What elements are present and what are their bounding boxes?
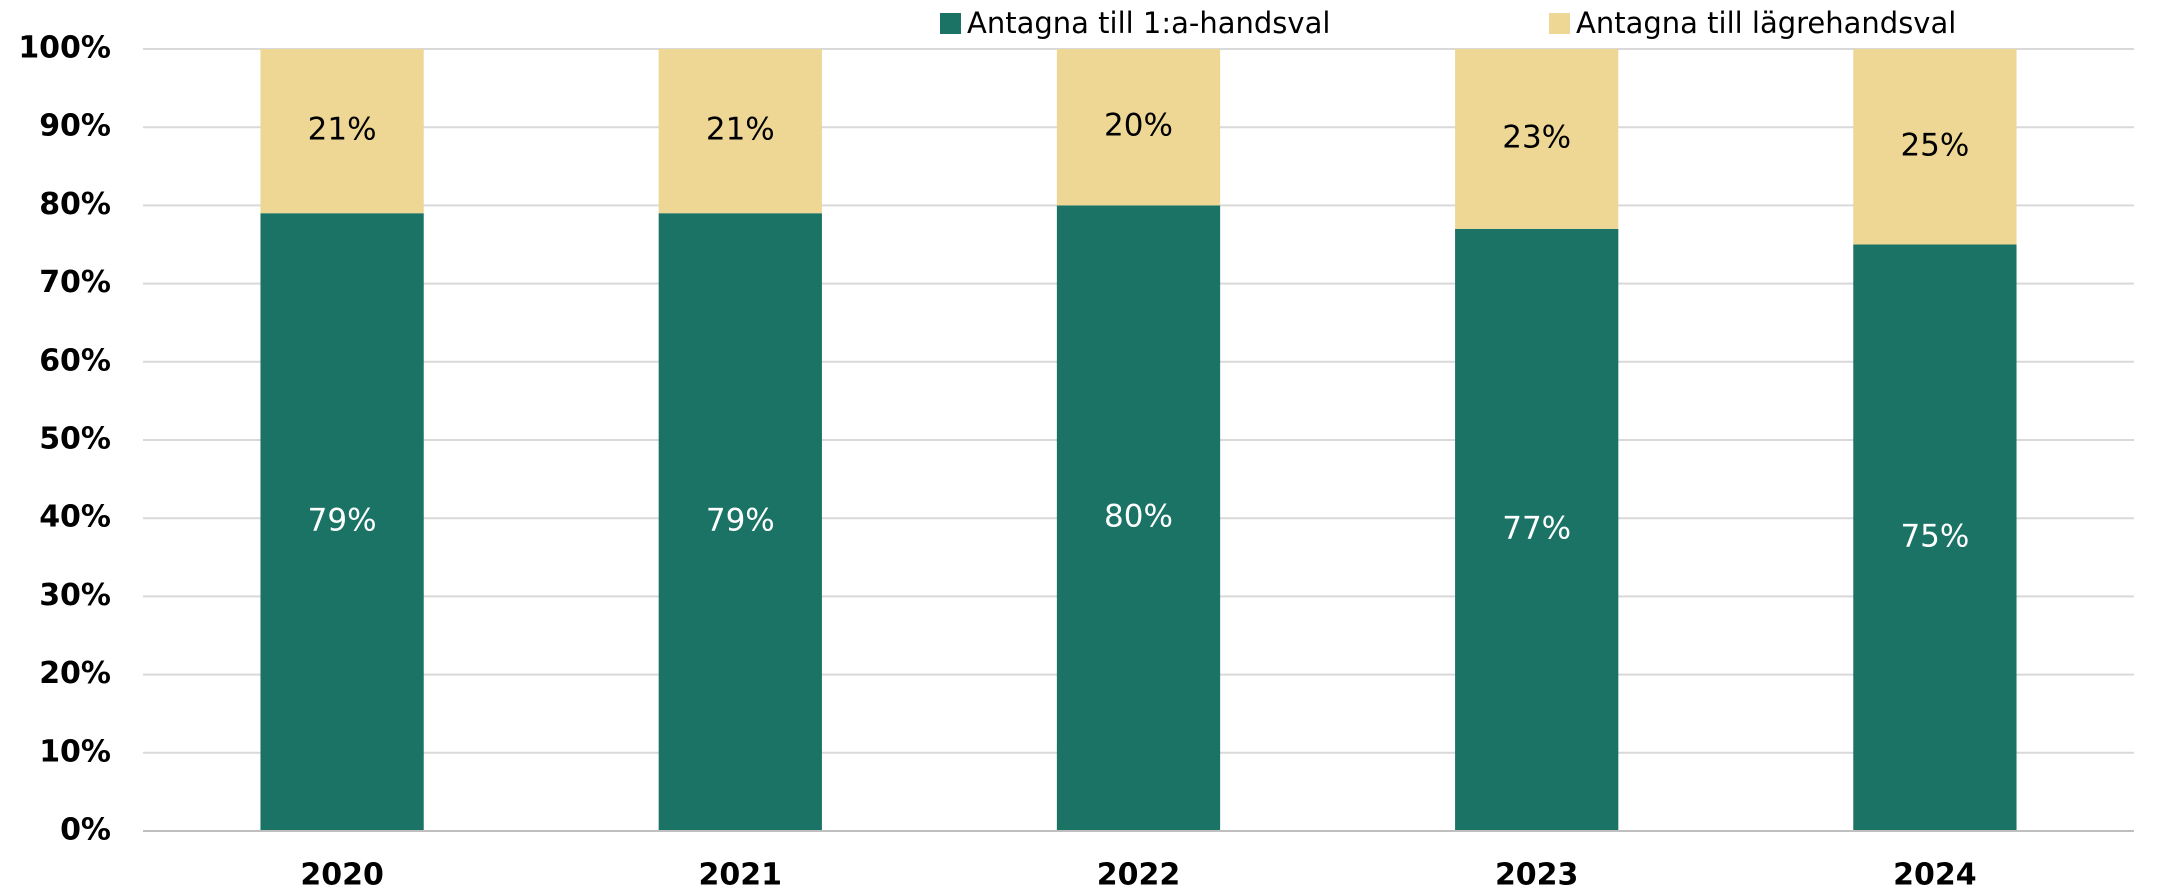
x-tick-label: 2022 — [1097, 858, 1181, 891]
bar-segment — [1056, 205, 1221, 831]
data-label: 23% — [1502, 119, 1571, 155]
bar-segment — [658, 49, 822, 214]
y-tick-label: 80% — [39, 187, 111, 222]
y-tick-label: 30% — [39, 578, 111, 613]
y-tick-label: 70% — [39, 265, 111, 300]
data-label: 79% — [308, 503, 377, 539]
bar-segment — [1056, 49, 1221, 206]
data-label: 25% — [1900, 127, 1969, 163]
x-tick-label: 2024 — [1893, 858, 1977, 891]
legend-swatch — [940, 13, 961, 34]
bar-segment — [658, 213, 822, 832]
data-label: 20% — [1104, 108, 1173, 144]
legend-label: Antagna till 1:a-handsval — [967, 6, 1330, 40]
bar-segment — [1853, 244, 2017, 831]
y-tick-label: 60% — [39, 343, 111, 378]
y-tick-label: 10% — [39, 734, 111, 769]
bar-segment — [1455, 49, 1619, 229]
y-tick-label: 90% — [39, 109, 111, 144]
x-tick-label: 2020 — [300, 858, 384, 891]
bar-segment — [260, 213, 424, 832]
bar-segment — [1853, 49, 2017, 245]
data-label: 79% — [706, 503, 775, 539]
legend-label: Antagna till lägrehandsval — [1576, 6, 1956, 40]
y-tick-label: 100% — [18, 31, 111, 66]
data-label: 77% — [1502, 510, 1571, 546]
y-tick-label: 40% — [39, 500, 111, 535]
y-tick-label: 20% — [39, 656, 111, 691]
data-label: 75% — [1900, 518, 1969, 554]
bar-segment — [1455, 228, 1619, 832]
legend-swatch — [1549, 13, 1570, 34]
data-label: 80% — [1104, 499, 1173, 535]
data-label: 21% — [706, 112, 775, 148]
y-tick-label: 50% — [39, 422, 111, 457]
data-label: 21% — [308, 112, 377, 148]
bar-segment — [260, 49, 424, 214]
x-tick-label: 2023 — [1495, 858, 1579, 891]
x-tick-label: 2021 — [699, 858, 783, 891]
y-tick-label: 0% — [60, 813, 111, 848]
